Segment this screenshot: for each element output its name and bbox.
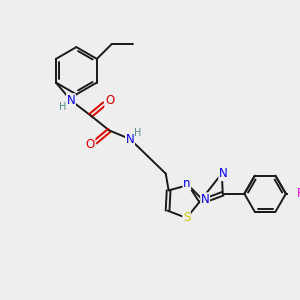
Text: N: N (219, 167, 228, 181)
Text: N: N (126, 133, 134, 146)
Text: n: n (183, 177, 190, 190)
Text: H: H (59, 102, 67, 112)
Text: O: O (85, 138, 95, 151)
Text: N: N (201, 193, 209, 206)
Text: O: O (105, 94, 114, 107)
Text: F: F (296, 187, 300, 200)
Text: S: S (183, 212, 190, 224)
Text: H: H (134, 128, 142, 138)
Text: N: N (67, 94, 75, 107)
